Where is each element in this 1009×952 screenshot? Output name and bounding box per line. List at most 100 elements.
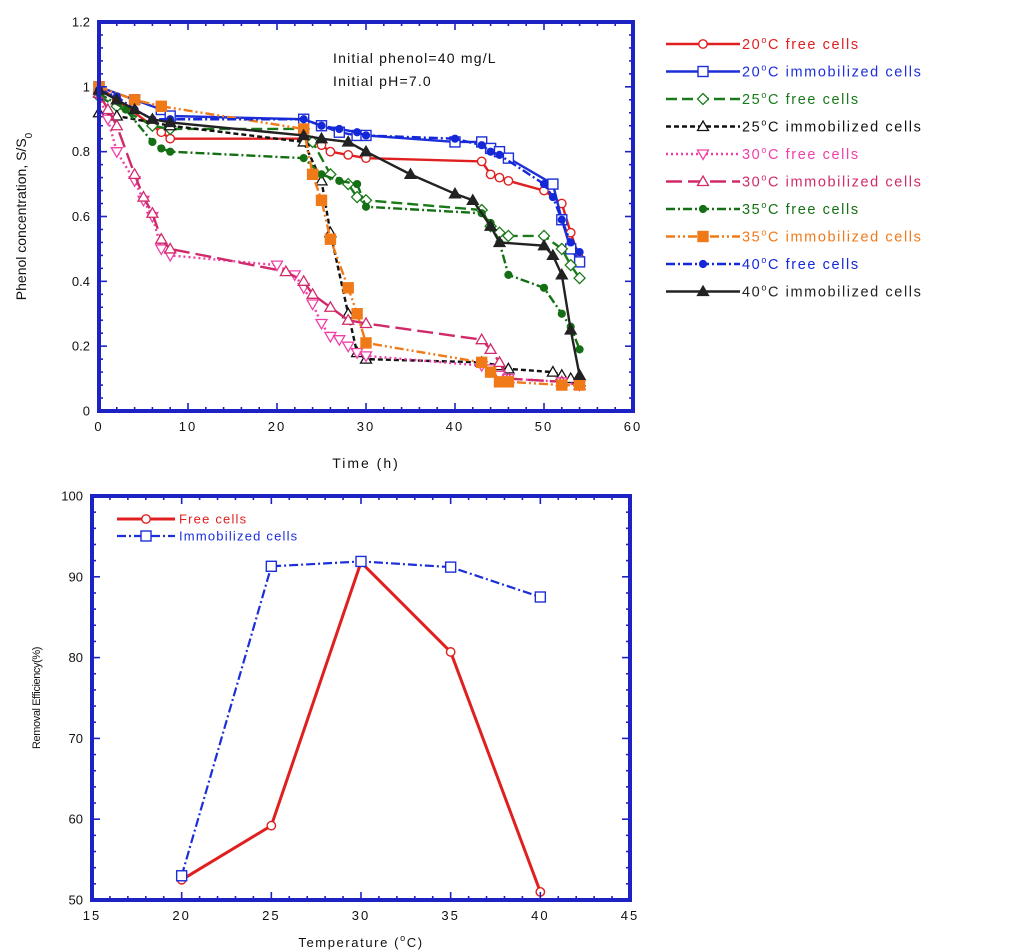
chart1-legend-temp: 35 xyxy=(742,230,761,246)
chart1-data-point xyxy=(403,167,418,180)
chart1-data-point xyxy=(323,331,338,344)
chart1-data-point xyxy=(154,244,168,256)
chart1-data-point xyxy=(572,368,587,380)
chart1-legend-temp: 25 xyxy=(742,92,761,108)
chart1-data-point xyxy=(360,337,372,349)
chart1-data-point xyxy=(154,232,168,244)
chart1-data-point xyxy=(573,379,586,391)
chart1-data-point xyxy=(539,283,549,292)
chart1-data-point xyxy=(305,299,320,311)
chart1-data-point xyxy=(573,271,587,285)
chart1-data-point xyxy=(165,133,176,144)
chart2-data-point xyxy=(265,560,278,572)
chart1-legend-entry: 25oC free cells xyxy=(742,90,860,108)
chart1-legend-degree: o xyxy=(761,145,768,155)
chart1-data-point xyxy=(476,156,487,167)
chart2-legend-swatch-marker xyxy=(141,514,151,524)
chart1-y-tick-label: 0.2 xyxy=(72,339,90,354)
chart1-data-point xyxy=(546,248,560,261)
chart1-y-axis-label: Phenol concentration, S/S0 xyxy=(13,132,35,300)
chart2-x-axis-label: Temperature (oC) xyxy=(298,933,423,950)
chart1-data-point xyxy=(163,242,177,254)
chart1-data-point xyxy=(166,147,175,156)
chart2-ticks: 15 20 25 30 35 40 45 50 60 70 80 90 100 xyxy=(61,489,639,924)
chart1-data-point xyxy=(359,351,373,363)
chart1-data-point xyxy=(299,154,308,163)
chart2-legend-entry: Immobilized cells xyxy=(179,529,298,544)
chart1-data-point xyxy=(450,134,460,143)
chart1-legend-swatch-marker xyxy=(698,204,708,214)
chart1-data-point xyxy=(492,355,507,368)
chart1-data-point xyxy=(297,274,311,286)
chart1-series xyxy=(92,81,587,392)
chart1-legend-label: C free cells xyxy=(768,92,860,108)
chart1-data-point xyxy=(501,229,515,243)
chart2-data-point xyxy=(355,555,367,568)
chart1-legend-entry: 35oC free cells xyxy=(742,200,860,218)
chart1-y-tick-label: 0.4 xyxy=(72,274,90,289)
chart1-data-point xyxy=(155,100,168,112)
chart2-x-tick-label: 15 xyxy=(83,908,101,923)
chart1-data-point xyxy=(110,93,124,105)
chart2-x-tick-label: 20 xyxy=(172,908,190,923)
chart1-data-point xyxy=(575,345,584,354)
chart1-data-point xyxy=(494,172,505,183)
chart1-legend-degree: o xyxy=(761,283,768,293)
chart1-legend-temp: 25 xyxy=(742,120,761,136)
chart1-data-point xyxy=(314,318,329,331)
chart2-y-tick-label: 80 xyxy=(69,650,83,665)
chart1-data-point xyxy=(555,268,569,280)
chart1-data-point xyxy=(359,144,373,157)
chart1-y-tick-label: 1 xyxy=(83,79,90,94)
chart1-legend-swatch-marker xyxy=(696,119,710,132)
chart1-legend-entry: 30oC immobilized cells xyxy=(742,173,922,191)
chart1-data-point xyxy=(484,366,497,378)
chart1-data-point xyxy=(466,193,480,205)
chart1-data-point xyxy=(485,169,496,180)
chart1-data-point xyxy=(557,309,566,318)
chart1-data-point xyxy=(448,187,462,199)
chart1-ticks: 0 10 20 30 40 50 60 0 0.2 0.4 0.6 0.8 1 1.2 xyxy=(72,15,640,435)
chart1-legend-degree: o xyxy=(761,173,768,183)
chart1-data-point xyxy=(306,135,320,149)
chart1-data-point xyxy=(335,124,344,134)
chart1-data-point xyxy=(314,174,329,186)
chart2-data-point xyxy=(444,561,457,573)
chart1-legend-label: C immobilized cells xyxy=(768,120,923,136)
chart1-data-point xyxy=(145,112,160,124)
chart1-data-point xyxy=(350,190,364,204)
chart1-legend-swatch-marker xyxy=(696,92,710,106)
chart1-legend-label: C free cells xyxy=(768,202,860,218)
chart1-data-point xyxy=(557,215,566,224)
chart1-x-tick-label: 20 xyxy=(268,419,286,434)
chart1-data-point xyxy=(539,179,549,189)
chart1-legend-swatch-marker xyxy=(696,284,710,297)
chart1-data-point xyxy=(548,192,558,202)
chart1-data-point xyxy=(332,335,346,347)
chart1-legend-temp: 20 xyxy=(742,37,761,53)
chart1-data-point xyxy=(361,202,371,211)
chart1-legend-degree: o xyxy=(761,35,768,45)
chart1-data-point xyxy=(351,308,363,320)
chart1-legend-degree: o xyxy=(761,63,768,73)
chart1-legend-degree: o xyxy=(761,200,768,210)
chart1-legend-degree: o xyxy=(761,118,768,128)
chart1-legend-entry: 40oC immobilized cells xyxy=(742,283,922,301)
chart1-legend-temp: 40 xyxy=(742,257,761,273)
chart1-legend-label: C free cells xyxy=(768,37,860,53)
chart1-data-point xyxy=(475,332,489,345)
chart1-data-point xyxy=(502,152,515,164)
chart1-data-point xyxy=(495,150,504,160)
chart2-legend-entry: Free cells xyxy=(179,512,247,527)
chart1-legend-label: C free cells xyxy=(768,257,860,273)
chart1-x-tick-label: 30 xyxy=(357,419,375,434)
chart1-data-point xyxy=(317,170,326,179)
chart2-x-tick-label: 45 xyxy=(621,908,639,923)
chart1-data-point xyxy=(502,376,515,388)
chart1-legend-degree: o xyxy=(761,90,768,100)
chart1-legend-swatch-marker xyxy=(698,259,708,269)
chart1-legend-temp: 35 xyxy=(742,202,761,218)
chart1-data-point xyxy=(317,121,326,130)
chart2-y-tick-label: 90 xyxy=(69,569,83,584)
